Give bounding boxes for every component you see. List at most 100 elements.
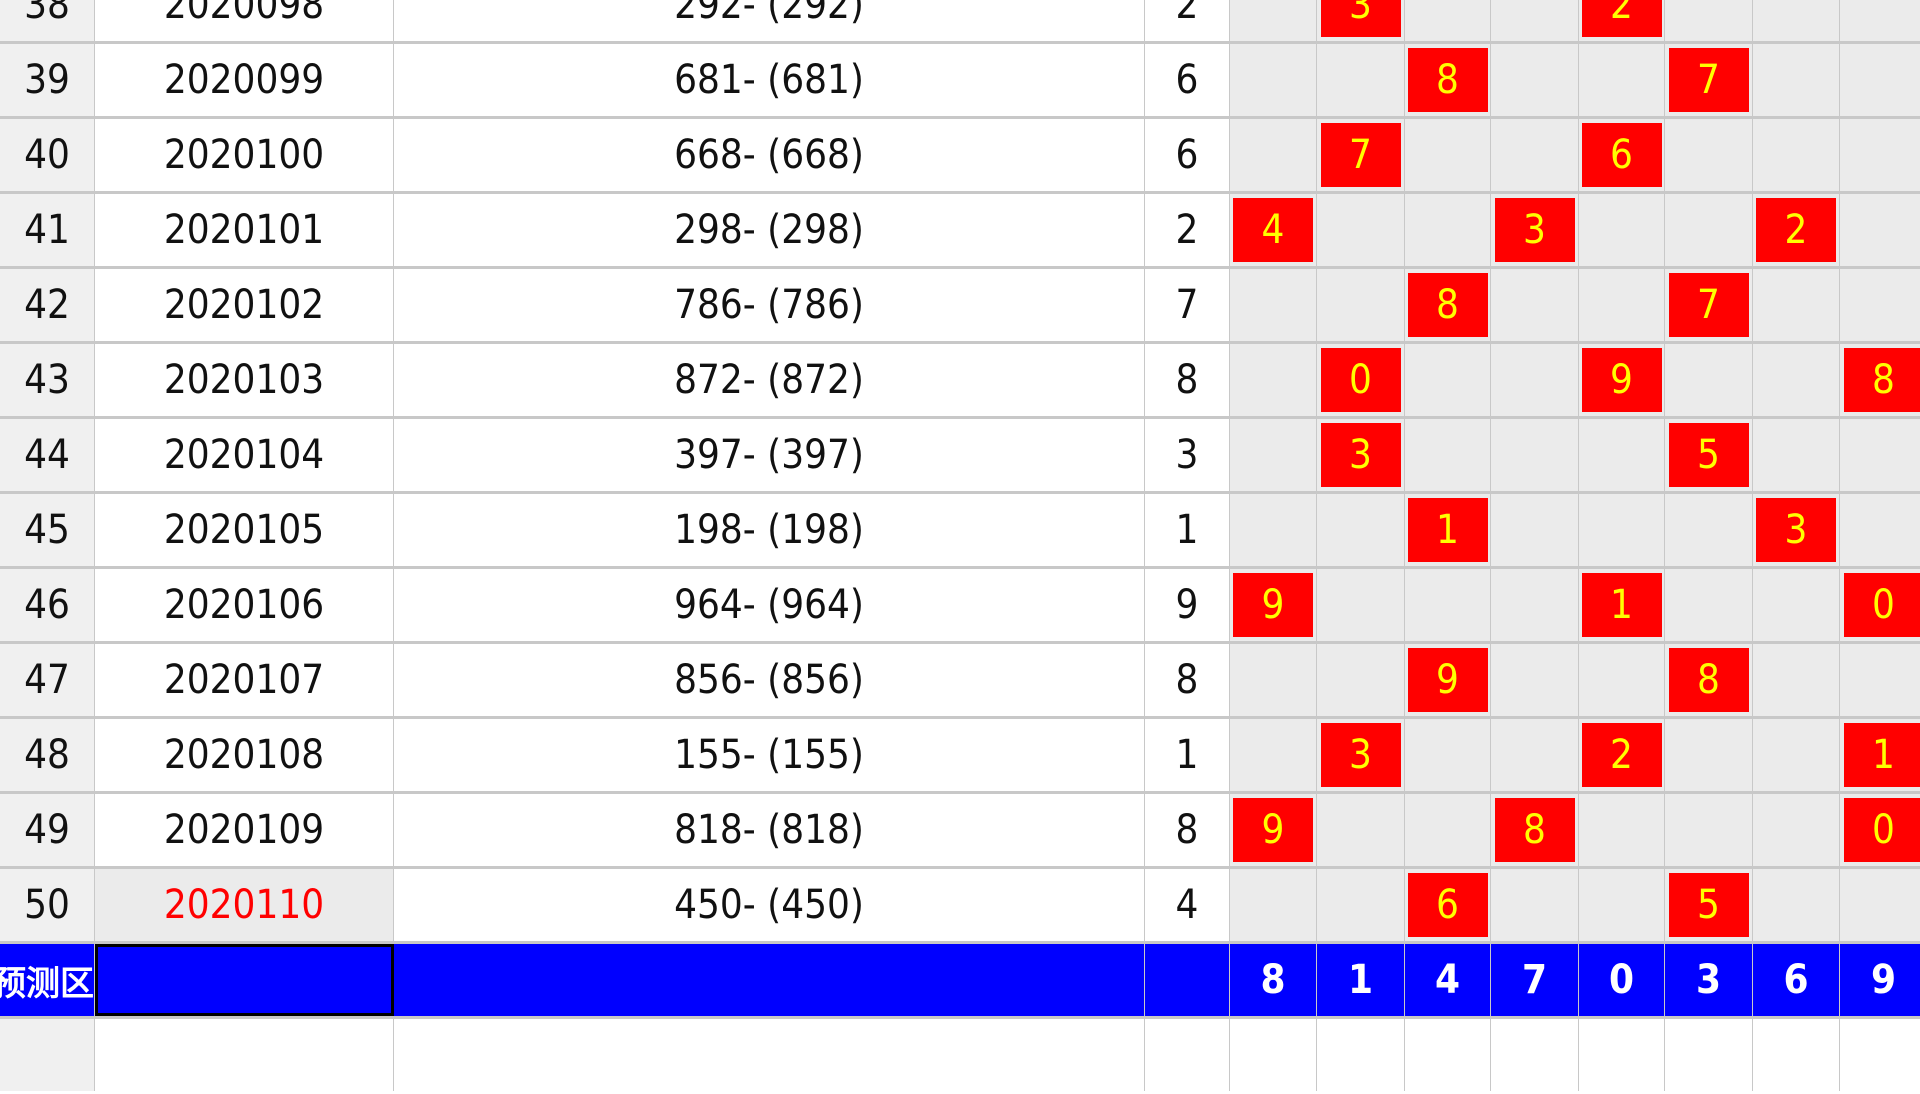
trend-mark: 8: [1408, 48, 1488, 112]
prediction-digit: 3: [1665, 944, 1753, 1016]
trend-mark: 9: [1408, 648, 1488, 712]
trend-cell: 0: [1317, 344, 1405, 416]
prediction-period-input[interactable]: [95, 944, 394, 1016]
draw-numbers: 818- (818): [394, 794, 1145, 866]
trend-mark: 6: [1582, 123, 1662, 187]
trend-cell: [1405, 719, 1491, 791]
prediction-digit: 9: [1840, 944, 1920, 1016]
trend-cell: [1579, 419, 1665, 491]
row-number: 38: [0, 0, 95, 41]
period-cell[interactable]: 2020099: [95, 44, 394, 116]
trend-cell: [1230, 44, 1317, 116]
row-number: 40: [0, 119, 95, 191]
trend-cell: [1840, 194, 1920, 266]
trend-cell: [1840, 644, 1920, 716]
period-cell[interactable]: 2020108: [95, 719, 394, 791]
sum-digit: 9: [1145, 569, 1230, 641]
trend-mark: 9: [1233, 573, 1313, 637]
period-cell[interactable]: 2020100: [95, 119, 394, 191]
trend-cell: [1840, 419, 1920, 491]
trend-mark: 1: [1844, 723, 1920, 787]
period-cell[interactable]: 2020098: [95, 0, 394, 41]
period-cell[interactable]: 2020102: [95, 269, 394, 341]
draw-numbers: 964- (964): [394, 569, 1145, 641]
period-cell[interactable]: 2020106: [95, 569, 394, 641]
trend-cell: [1230, 344, 1317, 416]
trend-mark: 7: [1669, 48, 1749, 112]
sum-digit: 3: [1145, 419, 1230, 491]
period-cell[interactable]: 2020101: [95, 194, 394, 266]
sum-digit: 1: [1145, 719, 1230, 791]
sum-digit: [1145, 1019, 1230, 1091]
trend-mark: 2: [1756, 198, 1836, 262]
trend-mark: 8: [1408, 273, 1488, 337]
period-cell[interactable]: 2020105: [95, 494, 394, 566]
trend-mark: 1: [1408, 498, 1488, 562]
row-number: 50: [0, 869, 95, 941]
draw-numbers: 450- (450): [394, 869, 1145, 941]
period-cell[interactable]: 2020103: [95, 344, 394, 416]
trend-cell: 3: [1317, 0, 1405, 41]
period-cell[interactable]: 2020109: [95, 794, 394, 866]
trend-cell: 3: [1491, 194, 1579, 266]
trend-cell: [1753, 869, 1840, 941]
row-number: 45: [0, 494, 95, 566]
trend-cell: 7: [1317, 119, 1405, 191]
trend-cell: 9: [1230, 794, 1317, 866]
trend-cell: [1665, 719, 1753, 791]
draw-numbers: 292- (292): [394, 0, 1145, 41]
trend-cell: [1579, 869, 1665, 941]
trend-cell: [1405, 119, 1491, 191]
sum-digit: 8: [1145, 794, 1230, 866]
trend-cell: 7: [1665, 44, 1753, 116]
trend-cell: [1230, 644, 1317, 716]
trend-cell: [1491, 869, 1579, 941]
trend-cell: [1753, 269, 1840, 341]
trend-mark: 3: [1321, 423, 1401, 487]
trend-mark: 7: [1669, 273, 1749, 337]
period-cell[interactable]: 2020104: [95, 419, 394, 491]
trend-cell: 2: [1753, 194, 1840, 266]
draw-numbers: 668- (668): [394, 119, 1145, 191]
trend-cell: [1840, 1019, 1920, 1091]
trend-mark: 5: [1669, 423, 1749, 487]
trend-mark: 6: [1408, 873, 1488, 937]
trend-cell: [1753, 344, 1840, 416]
period-cell[interactable]: 2020107: [95, 644, 394, 716]
trend-cell: 8: [1840, 344, 1920, 416]
sum-digit: 7: [1145, 269, 1230, 341]
trend-cell: [1840, 0, 1920, 41]
trend-cell: 1: [1405, 494, 1491, 566]
trend-cell: [1753, 44, 1840, 116]
row-number: 41: [0, 194, 95, 266]
trend-cell: [1665, 344, 1753, 416]
trend-cell: [1230, 119, 1317, 191]
trend-cell: [1230, 494, 1317, 566]
trend-cell: [1317, 569, 1405, 641]
trend-cell: [1317, 194, 1405, 266]
row-number: 46: [0, 569, 95, 641]
trend-cell: 9: [1230, 569, 1317, 641]
trend-cell: [1491, 0, 1579, 41]
trend-cell: [1579, 269, 1665, 341]
trend-mark: 9: [1582, 348, 1662, 412]
trend-mark: 8: [1669, 648, 1749, 712]
trend-cell: [1230, 1019, 1317, 1091]
period-cell[interactable]: 2020110: [95, 869, 394, 941]
sum-digit: 2: [1145, 194, 1230, 266]
trend-cell: [1753, 1019, 1840, 1091]
prediction-digit: 4: [1405, 944, 1491, 1016]
